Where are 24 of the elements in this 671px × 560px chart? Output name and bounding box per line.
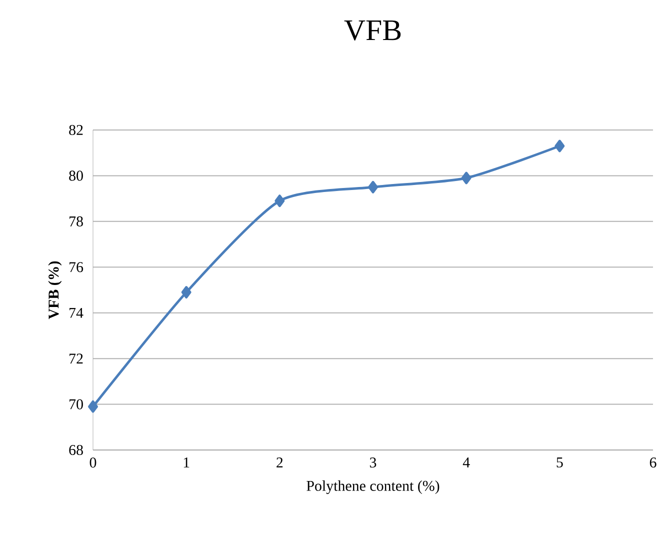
x-tick-label: 6: [650, 458, 656, 468]
y-tick-label: 74: [70, 308, 84, 318]
point: [554, 140, 565, 152]
x-tick-label: 3: [370, 458, 376, 468]
x-tick-label: 4: [462, 458, 470, 468]
y-tick-label: 76: [70, 262, 84, 272]
point: [274, 194, 285, 208]
y-tick-label: 72: [70, 354, 83, 364]
x-tick-label: 2: [276, 458, 283, 468]
y-tick-label: 78: [70, 216, 83, 226]
x-tick-label: 1: [184, 458, 190, 468]
y-tick-label: 68: [69, 444, 83, 456]
point: [181, 286, 192, 299]
y-tick-label: 70: [70, 399, 83, 410]
point: [88, 400, 98, 413]
y-tick-label: 80: [69, 170, 83, 181]
x-axis-title: Polythene content (%): [306, 480, 440, 494]
chart-title: VFB: [344, 20, 401, 40]
y-tick-label: 82: [69, 124, 83, 136]
x-tick-label: 0: [90, 458, 96, 468]
point: [368, 180, 378, 194]
y-axis-title: VFB (%): [48, 261, 62, 320]
x-tick-label: 5: [556, 458, 563, 468]
point: [461, 172, 472, 184]
